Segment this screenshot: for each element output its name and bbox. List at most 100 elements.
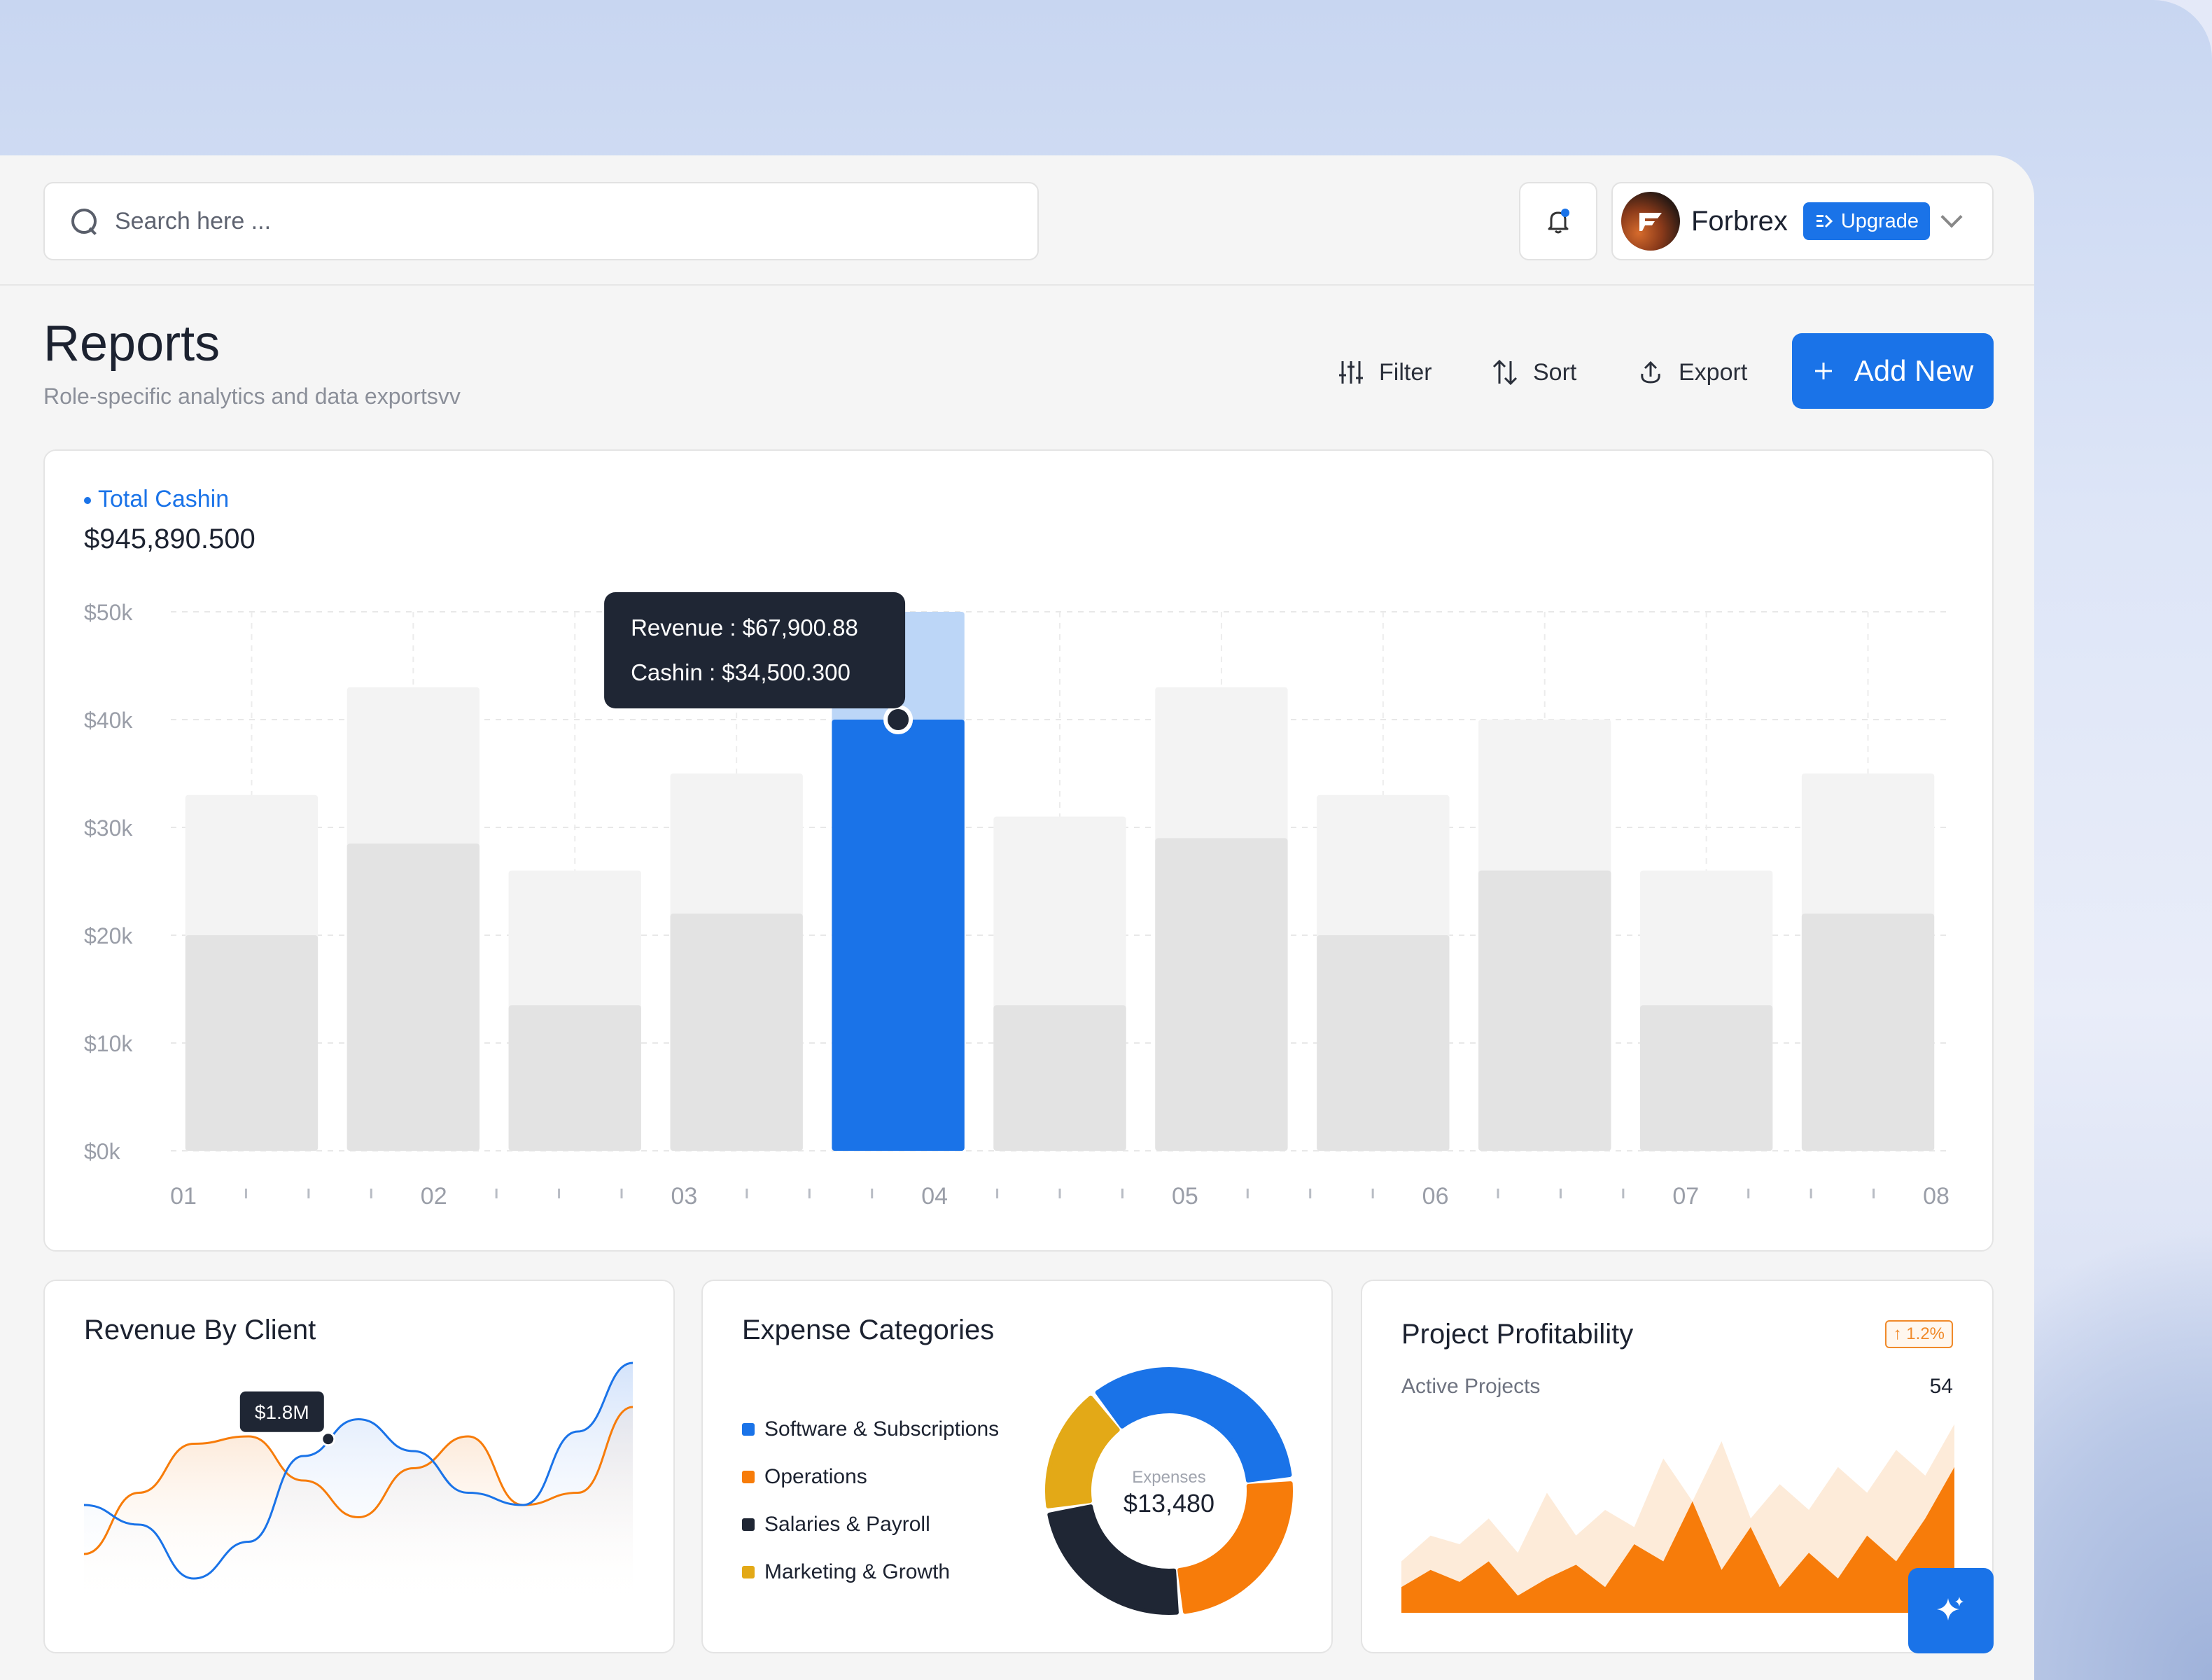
growth-badge-value: 1.2%	[1906, 1324, 1945, 1343]
upgrade-icon	[1816, 214, 1833, 228]
cashin-bar	[1317, 935, 1450, 1151]
export-button[interactable]: Export	[1637, 344, 1747, 400]
tooltip-revenue: Revenue : $67,900.88	[631, 615, 858, 640]
revenue-by-client-title: Revenue By Client	[84, 1315, 316, 1345]
x-tick-label: 08	[1923, 1183, 1949, 1210]
profile-name: Forbrex	[1691, 205, 1788, 237]
avatar	[1621, 192, 1680, 251]
hover-point	[883, 705, 913, 734]
series-line-orange	[83, 1406, 634, 1555]
hover-point	[321, 1432, 336, 1447]
cashin-bar	[185, 935, 318, 1151]
donut-slice	[1047, 1504, 1179, 1615]
foreground-area	[1401, 1466, 1954, 1613]
export-label: Export	[1679, 358, 1748, 386]
legend-item: Salaries & Payroll	[742, 1501, 999, 1548]
annotation-box	[239, 1391, 324, 1432]
legend-label: Software & Subscriptions	[764, 1418, 1000, 1441]
project-profitability-title: Project Profitability	[1401, 1319, 1634, 1350]
legend-item: Software & Subscriptions	[742, 1406, 999, 1453]
profitability-area-chart	[1401, 1424, 1954, 1613]
y-tick-label: $50k	[84, 600, 133, 625]
x-tick-label: 01	[170, 1183, 197, 1210]
expense-categories-card: Expense Categories Software & Subscripti…	[701, 1280, 1333, 1653]
top-bar: Forbrex Upgrade	[0, 155, 2034, 286]
cashin-bar	[508, 1005, 641, 1151]
ai-assistant-button[interactable]	[1908, 1568, 1994, 1653]
y-tick-label: $30k	[84, 816, 133, 841]
notification-button[interactable]	[1519, 182, 1597, 260]
legend-swatch	[742, 1518, 755, 1531]
sort-icon	[1492, 359, 1518, 386]
cashin-bar	[1155, 838, 1288, 1151]
chevron-down-icon[interactable]	[1940, 206, 1963, 228]
legend-item: Marketing & Growth	[742, 1548, 999, 1596]
x-tick-label: 04	[921, 1183, 948, 1210]
active-projects-label: Active Projects	[1401, 1375, 1541, 1398]
y-tick-label: $0k	[84, 1139, 121, 1164]
bell-icon	[1548, 209, 1569, 234]
filter-button[interactable]: Filter	[1337, 344, 1432, 400]
series-area	[84, 1363, 633, 1603]
sort-button[interactable]: Sort	[1491, 344, 1576, 400]
legend-label: Salaries & Payroll	[764, 1513, 930, 1536]
series-line-blue	[83, 1362, 634, 1580]
cashin-bar	[1639, 1005, 1773, 1151]
cashin-bar	[1801, 913, 1935, 1151]
y-tick-label: $20k	[84, 923, 133, 948]
tooltip-cashin: Cashin : $34,500.300	[631, 659, 850, 685]
total-cashin-label: Total Cashin	[98, 486, 230, 512]
active-projects-value: 54	[1929, 1375, 1953, 1398]
legend-label: Operations	[764, 1465, 867, 1488]
donut-slice	[1095, 1367, 1292, 1483]
y-tick-label: $10k	[84, 1031, 133, 1056]
cashin-bar	[346, 844, 480, 1151]
total-cashin-legend: Total Cashin	[84, 486, 229, 513]
plus-icon	[1814, 363, 1832, 379]
upgrade-button[interactable]: Upgrade	[1802, 202, 1931, 240]
expense-legend: Software & Subscriptions Operations Sala…	[742, 1406, 999, 1596]
cashin-bar	[1478, 870, 1611, 1151]
export-icon	[1641, 360, 1660, 384]
cashin-bar-chart: $0k $10k $20k $30k $40k $50k Revenue : $67,900…	[84, 592, 1949, 1210]
cashin-chart-card: Total Cashin $945,890.500 $0k $10k $20k $30…	[43, 449, 1994, 1252]
legend-label: Marketing & Growth	[764, 1560, 951, 1583]
x-tick-label: 06	[1422, 1183, 1449, 1210]
annotation-label: $1.8M	[255, 1401, 309, 1423]
page-subtitle: Role-specific analytics and data exports…	[43, 384, 461, 409]
app-window: Forbrex Upgrade Reports Role-specific an…	[0, 155, 2034, 1680]
project-profitability-card: Project Profitability ↑ 1.2% Active Proj…	[1361, 1280, 1994, 1653]
growth-badge: ↑ 1.2%	[1884, 1320, 1953, 1348]
donut-center-label: Expenses	[1132, 1468, 1205, 1487]
expense-categories-title: Expense Categories	[742, 1315, 995, 1345]
filter-icon	[1339, 361, 1363, 384]
add-new-label: Add New	[1854, 354, 1974, 387]
upgrade-label: Upgrade	[1840, 209, 1919, 232]
donut-slice	[1177, 1481, 1293, 1614]
revenue-by-client-card: Revenue By Client $1.8M	[43, 1280, 675, 1653]
revenue-by-client-chart: $1.8M	[83, 1362, 634, 1603]
cashin-bar	[670, 913, 803, 1151]
legend-swatch	[742, 1566, 755, 1578]
donut-slice	[1045, 1395, 1120, 1508]
filter-label: Filter	[1379, 358, 1432, 386]
y-tick-label: $40k	[84, 708, 133, 733]
sort-label: Sort	[1533, 358, 1577, 386]
sparkle-icon	[1937, 1597, 1963, 1620]
search-icon	[70, 207, 98, 235]
x-tick-label: 07	[1672, 1183, 1699, 1210]
add-new-button[interactable]: Add New	[1792, 333, 1994, 409]
profile-menu[interactable]: Forbrex Upgrade	[1611, 182, 1994, 260]
donut-center-value: $13,480	[1124, 1489, 1214, 1518]
legend-item: Operations	[742, 1453, 999, 1501]
brand-logo-icon	[1639, 213, 1662, 231]
cashin-bar	[993, 1005, 1126, 1151]
search-input[interactable]	[115, 207, 1025, 235]
x-tick-label: 03	[671, 1183, 698, 1210]
tooltip	[604, 592, 906, 708]
legend-swatch	[742, 1471, 755, 1483]
total-cashin-value: $945,890.500	[84, 524, 255, 554]
expense-donut-chart: Expenses $13,480	[1045, 1367, 1293, 1615]
search-box[interactable]	[43, 182, 1039, 260]
legend-swatch	[742, 1423, 755, 1436]
